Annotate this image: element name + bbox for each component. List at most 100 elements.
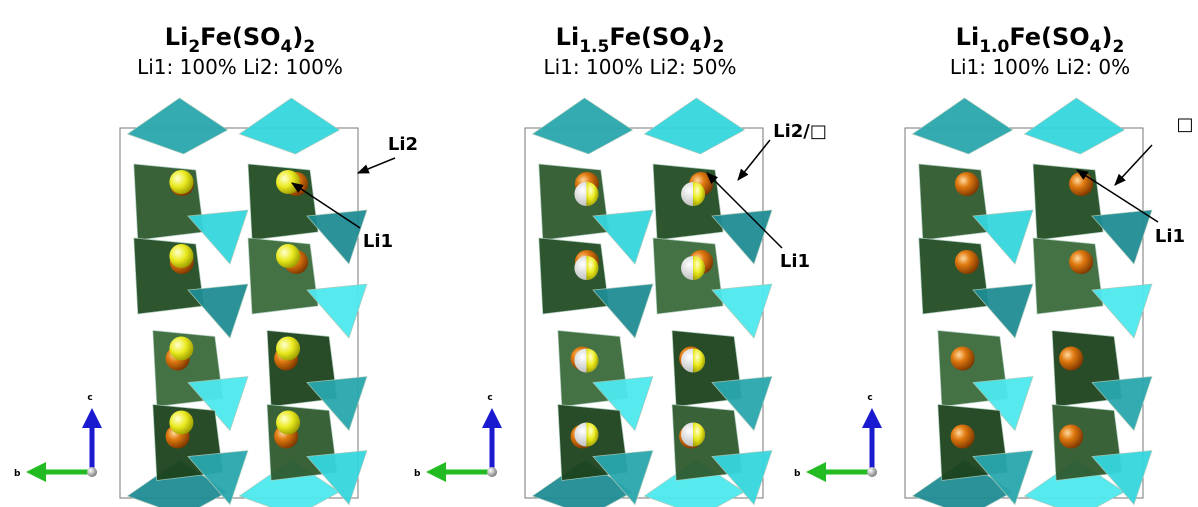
title-part: 4 xyxy=(281,37,293,57)
title-part: Li xyxy=(956,23,980,51)
polyhedron xyxy=(711,376,773,432)
li1-atom xyxy=(1069,172,1094,196)
li1-atom xyxy=(1069,250,1094,274)
title-part: Fe(SO xyxy=(1009,23,1089,51)
polyhedron xyxy=(306,376,368,432)
title-part: Li xyxy=(165,23,189,51)
title-part: 4 xyxy=(1090,37,1102,57)
polyhedron xyxy=(1032,163,1104,241)
polyhedron xyxy=(531,97,634,155)
axis-label: c xyxy=(87,393,92,403)
li2-atom xyxy=(276,244,301,268)
polyhedron xyxy=(187,209,249,265)
unit-cell xyxy=(119,127,359,499)
li1-atom xyxy=(1059,346,1084,371)
li1-atom xyxy=(954,250,979,274)
polyhedron xyxy=(592,376,654,432)
site-label: Li1 xyxy=(780,251,810,272)
label-arrow xyxy=(356,157,396,174)
polyhedron xyxy=(972,283,1034,339)
li1-atom xyxy=(950,424,975,449)
axis-label: b xyxy=(794,469,801,479)
crystal-structure xyxy=(119,97,368,507)
title-part: Li xyxy=(556,23,580,51)
site-label: Li1 xyxy=(1155,226,1185,247)
label-arrow xyxy=(706,172,783,249)
polyhedron xyxy=(238,97,341,155)
li1-atom xyxy=(1059,424,1084,449)
title-part: ) xyxy=(292,23,303,51)
polyhedron xyxy=(126,97,229,155)
title-part: Fe(SO xyxy=(609,23,689,51)
title-part: 4 xyxy=(690,37,702,57)
axis-label: b xyxy=(14,469,21,479)
label-arrow xyxy=(737,139,771,181)
li2-atom xyxy=(169,170,194,194)
label-arrow xyxy=(290,182,361,229)
polyhedron xyxy=(972,376,1034,432)
polyhedron xyxy=(133,237,205,315)
li2-site xyxy=(693,256,706,280)
li2-atom xyxy=(169,410,194,435)
title-part: 2 xyxy=(188,37,200,57)
li2-atom xyxy=(276,336,301,361)
polyhedron xyxy=(306,450,368,506)
li2-site xyxy=(693,182,706,206)
li1-atom xyxy=(954,172,979,196)
li2-atom xyxy=(169,244,194,268)
axis-label: b xyxy=(414,469,421,479)
polyhedron xyxy=(1032,237,1104,315)
polyhedron xyxy=(972,209,1034,265)
polyhedron xyxy=(911,97,1014,155)
title-part: Fe(SO xyxy=(200,23,280,51)
polyhedron xyxy=(711,283,773,339)
title-part: 1.0 xyxy=(979,37,1009,57)
polyhedron xyxy=(1091,209,1153,265)
unit-cell xyxy=(524,127,764,499)
li2-atom xyxy=(276,170,301,194)
polyhedron xyxy=(1091,450,1153,506)
li2-site xyxy=(586,182,599,206)
li1-atom xyxy=(950,346,975,371)
polyhedron xyxy=(972,450,1034,506)
polyhedron xyxy=(1091,376,1153,432)
label-arrow xyxy=(1114,144,1153,186)
site-label: Li2/□ xyxy=(773,121,827,142)
crystal-structure xyxy=(904,97,1153,507)
title-part: 2 xyxy=(303,37,315,57)
panel-subtitle: Li1: 100% Li2: 0% xyxy=(950,55,1130,79)
polyhedron xyxy=(643,97,746,155)
title-part: 2 xyxy=(1112,37,1124,57)
polyhedron xyxy=(1023,97,1126,155)
polyhedron xyxy=(918,163,990,241)
title-part: ) xyxy=(1102,23,1113,51)
polyhedron xyxy=(306,283,368,339)
li2-atom xyxy=(276,410,301,435)
polyhedron xyxy=(918,237,990,315)
polyhedron xyxy=(187,450,249,506)
title-part: ) xyxy=(702,23,713,51)
polyhedron xyxy=(187,376,249,432)
label-arrow xyxy=(1075,169,1159,223)
polyhedron xyxy=(1091,283,1153,339)
site-label: □ xyxy=(1176,114,1193,135)
panel-title: Li2Fe(SO4)2 xyxy=(165,23,315,57)
polyhedron xyxy=(133,163,205,241)
li2-site xyxy=(693,348,706,373)
panel-subtitle: Li1: 100% Li2: 50% xyxy=(543,55,736,79)
li2-atom xyxy=(169,336,194,361)
li2-site xyxy=(586,422,599,447)
site-label: Li2 xyxy=(388,134,418,155)
panel-title: Li1.5Fe(SO4)2 xyxy=(556,23,725,57)
polyhedron xyxy=(592,450,654,506)
polyhedron xyxy=(538,163,610,241)
axis-label: c xyxy=(487,393,492,403)
title-part: 1.5 xyxy=(579,37,609,57)
polyhedron xyxy=(592,209,654,265)
li2-site xyxy=(586,256,599,280)
origin xyxy=(867,467,877,477)
site-label: Li1 xyxy=(363,231,393,252)
origin xyxy=(87,467,97,477)
panel-subtitle: Li1: 100% Li2: 100% xyxy=(137,55,343,79)
